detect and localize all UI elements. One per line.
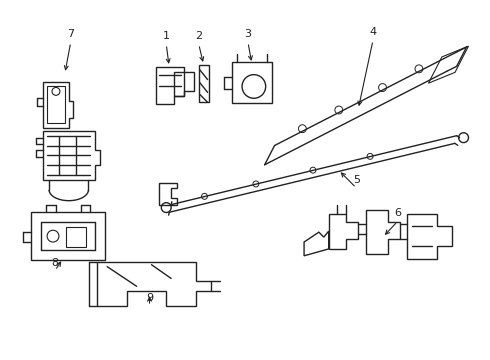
Text: 8: 8 <box>51 258 58 267</box>
Text: 7: 7 <box>67 29 74 39</box>
Text: 2: 2 <box>195 31 202 41</box>
Text: 6: 6 <box>394 208 401 219</box>
Text: 9: 9 <box>146 293 153 303</box>
Text: 4: 4 <box>369 27 376 37</box>
Text: 3: 3 <box>245 29 251 39</box>
Text: 1: 1 <box>163 31 170 41</box>
Text: 5: 5 <box>353 175 360 185</box>
